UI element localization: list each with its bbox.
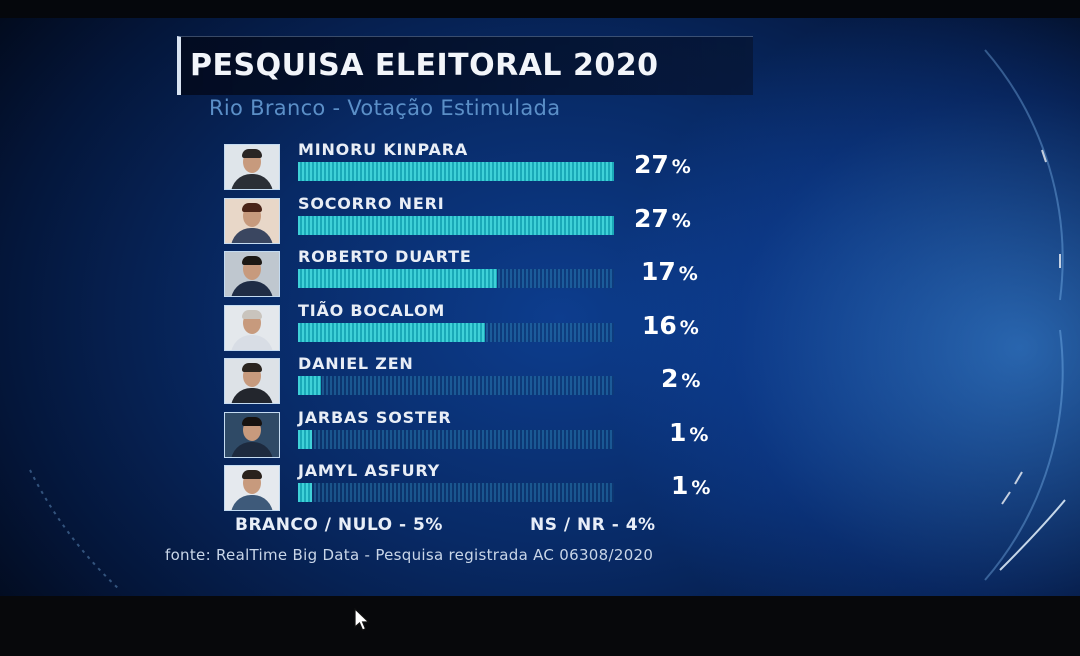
candidate-row: SOCORRO NERI 27% [0,194,1080,250]
ns-nr-label: NS / NR - 4% [530,515,656,535]
percentage-label: 17% [641,257,751,286]
candidate-photo [224,411,280,458]
bar [298,429,312,449]
chart-subtitle: Rio Branco - Votação Estimulada [209,96,561,120]
percentage-value: 1 [671,471,689,500]
percentage-value: 27 [634,203,669,233]
percentage-symbol: % [671,156,691,178]
candidate-photo [224,465,280,511]
candidate-name: ROBERTO DUARTE [298,247,472,266]
percentage-symbol: % [689,423,709,446]
blank-null-label: BRANCO / NULO - 5% [235,515,443,535]
percentage-symbol: % [671,209,691,232]
bar-track [298,429,614,449]
tick-mark [1041,149,1047,163]
percentage-symbol: % [691,477,711,499]
percentage-value: 27 [634,150,669,179]
highlight-arc [999,499,1066,571]
bar [298,322,485,342]
candidate-row: DANIEL ZEN 2% [0,354,1080,410]
bar [298,269,497,288]
chart-title: PESQUISA ELEITORAL 2020 [190,48,659,83]
tick-mark [1014,471,1023,485]
candidate-row: JARBAS SOSTER 1% [0,408,1080,464]
arc-decoration [29,469,121,591]
candidate-name: JAMYL ASFURY [298,461,441,480]
candidate-row: JAMYL ASFURY 1% [0,461,1080,517]
bar [298,162,614,181]
bar-track [298,322,614,342]
candidate-name: SOCORRO NERI [298,193,445,213]
candidate-row: MINORU KINPARA 27% [0,140,1080,196]
candidate-photo [224,358,280,404]
candidate-photo [224,304,280,351]
percentage-value: 17 [641,257,676,286]
percentage-symbol: % [678,263,698,285]
candidate-row: ROBERTO DUARTE 17% [0,247,1080,303]
bar-track [298,376,614,395]
percentage-symbol: % [679,316,699,339]
tick-mark [1001,491,1011,505]
candidate-name: DANIEL ZEN [298,354,414,373]
bar [298,376,321,395]
bar-track [298,162,614,181]
candidate-photo [224,144,280,190]
bar [298,483,312,502]
tv-bezel [0,596,1080,656]
percentage-value: 2 [661,364,679,393]
percentage-value: 1 [669,417,687,447]
percentage-label: 27% [634,150,744,179]
percentage-label: 27% [634,204,744,233]
bar-track [298,215,614,235]
candidate-photo [224,197,280,244]
candidate-photo [224,251,280,297]
candidate-name: JARBAS SOSTER [298,407,452,427]
percentage-symbol: % [681,370,701,392]
bar [298,215,614,235]
arc-decoration [984,49,1064,301]
bar-track [298,269,614,288]
mouse-cursor-icon [354,608,370,631]
percentage-label: 16% [642,311,752,340]
percentage-label: 1% [669,418,779,447]
source-note: fonte: RealTime Big Data - Pesquisa regi… [165,546,654,564]
candidate-name: MINORU KINPARA [298,140,469,159]
title-box [177,36,753,95]
candidate-row: TIÃO BOCALOM 16% [0,301,1080,357]
percentage-label: 1% [671,471,781,500]
candidate-name: TIÃO BOCALOM [298,300,446,320]
percentage-label: 2% [661,364,771,393]
bar-track [298,483,614,502]
percentage-value: 16 [642,310,677,340]
arc-decoration [984,329,1064,581]
